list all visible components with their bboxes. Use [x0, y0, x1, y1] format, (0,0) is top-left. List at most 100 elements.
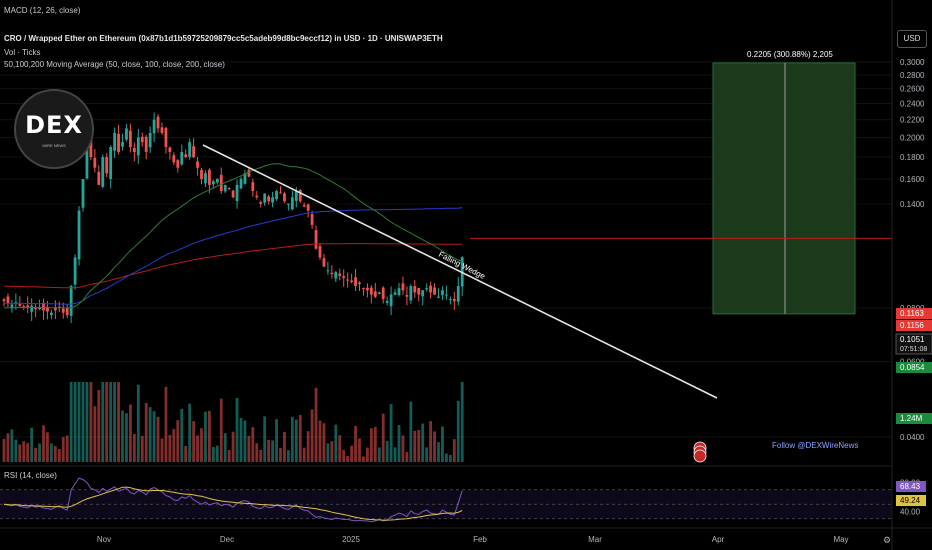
- time-tick-label: Apr: [712, 535, 725, 544]
- time-tick-label: Nov: [97, 535, 111, 544]
- volume-bar: [283, 431, 286, 462]
- volume-bar: [223, 433, 227, 462]
- candle-body: [456, 286, 460, 302]
- volume-bar: [136, 384, 140, 462]
- candle-body: [445, 294, 448, 296]
- volume-bar: [140, 435, 144, 462]
- symbol-title[interactable]: CRO / Wrapped Ether on Ethereum (0x87b1d…: [4, 34, 443, 43]
- volume-bar: [97, 390, 101, 462]
- volume-bar: [235, 397, 239, 462]
- candle-body: [452, 298, 456, 302]
- currency-button[interactable]: USD: [897, 30, 927, 48]
- alert-icon[interactable]: [693, 441, 707, 463]
- candle-body: [160, 127, 164, 133]
- volume-bar: [125, 413, 128, 462]
- candle-body: [433, 287, 436, 295]
- candle-body: [263, 193, 267, 203]
- volume-bar: [26, 442, 30, 462]
- volume-bar: [188, 403, 192, 462]
- candle-body: [338, 273, 342, 277]
- price-axis[interactable]: 0.3000 0.2800 0.2600 0.2400 0.2200 0.2000 0.18…: [900, 58, 925, 442]
- volume-bar: [294, 419, 298, 462]
- volume-bar: [275, 419, 278, 462]
- candle-body: [239, 178, 243, 189]
- volume-bar: [243, 420, 247, 462]
- candle-body: [346, 279, 350, 281]
- settings-icon[interactable]: ⚙: [883, 536, 891, 546]
- price-badge: [895, 333, 932, 355]
- volume-bar: [85, 382, 89, 462]
- candle-body: [109, 147, 113, 179]
- candle-body: [53, 307, 57, 311]
- ma100-line: [4, 207, 463, 305]
- candle-body: [350, 280, 353, 282]
- candle-body: [22, 306, 26, 308]
- candle-body: [358, 282, 361, 285]
- candle-body: [18, 303, 22, 306]
- alert-bell-icon[interactable]: [693, 449, 707, 463]
- candle-body: [279, 192, 282, 194]
- volume-legend[interactable]: Vol · Ticks: [4, 48, 41, 57]
- volume-bar: [385, 440, 389, 462]
- candle-body: [397, 288, 401, 296]
- volume-bar: [239, 418, 243, 462]
- rsi-ma-line: [3, 486, 463, 521]
- rsi-title: RSI (14, close): [4, 471, 57, 480]
- candle-body: [227, 187, 231, 189]
- volume-bar: [421, 423, 425, 462]
- volume-bar: [46, 432, 49, 462]
- candle-body: [26, 305, 30, 308]
- volume-bar: [255, 443, 259, 462]
- volume-bar: [366, 447, 369, 462]
- volume-bar: [448, 454, 452, 462]
- candle-body: [247, 169, 251, 177]
- volume-bar: [200, 428, 203, 462]
- volume-bar: [34, 447, 37, 462]
- volume-bar: [22, 441, 26, 462]
- macd-legend[interactable]: MACD (12, 26, close): [4, 6, 81, 15]
- candle-body: [318, 246, 322, 258]
- price-badge-subtext: 07:51:08: [900, 346, 927, 353]
- candle-body: [101, 157, 105, 187]
- candle-body: [184, 154, 188, 158]
- candle-body: [417, 288, 421, 295]
- candle-body: [73, 257, 77, 285]
- rsi-value-badge: [896, 481, 926, 492]
- candle-body: [298, 189, 302, 202]
- ma200-line: [3, 243, 463, 289]
- volume-bar: [326, 443, 330, 462]
- volume-bar: [211, 446, 215, 462]
- candle-body: [69, 286, 73, 316]
- volume-bar: [10, 429, 14, 462]
- falling-wedge-trendline[interactable]: [202, 144, 718, 399]
- candle-body: [294, 191, 298, 201]
- candle-body: [192, 146, 195, 158]
- ma50-line: [3, 163, 463, 309]
- candle-body: [121, 142, 124, 147]
- candle-body: [65, 308, 69, 316]
- candle-body: [6, 296, 10, 304]
- candle-body: [231, 190, 235, 198]
- candle-body: [405, 295, 409, 297]
- volume-bar: [354, 426, 357, 462]
- candle-body: [342, 276, 346, 278]
- candle-body: [322, 258, 326, 267]
- volume-bar: [121, 410, 124, 462]
- candle-body: [144, 136, 148, 152]
- volume-bar: [409, 401, 413, 462]
- volume-bar: [287, 450, 290, 462]
- candle-body: [211, 181, 215, 185]
- candle-body: [283, 193, 286, 202]
- price-labels: 0.1163 0.1156 0.1051 07:51:08 0.0854 1.24M: [895, 308, 932, 424]
- ma-legend[interactable]: 50,100,200 Moving Average (50, close, 10…: [4, 60, 225, 69]
- volume-bar: [148, 407, 152, 462]
- time-axis[interactable]: Nov Dec 2025 Feb Mar Apr May ⚙: [97, 535, 891, 546]
- volume-bars: [2, 382, 464, 462]
- volume-bar: [314, 387, 318, 462]
- time-tick-label: Mar: [588, 535, 602, 544]
- volume-bar: [433, 431, 436, 462]
- candle-body: [409, 286, 413, 301]
- candle-body: [34, 307, 37, 310]
